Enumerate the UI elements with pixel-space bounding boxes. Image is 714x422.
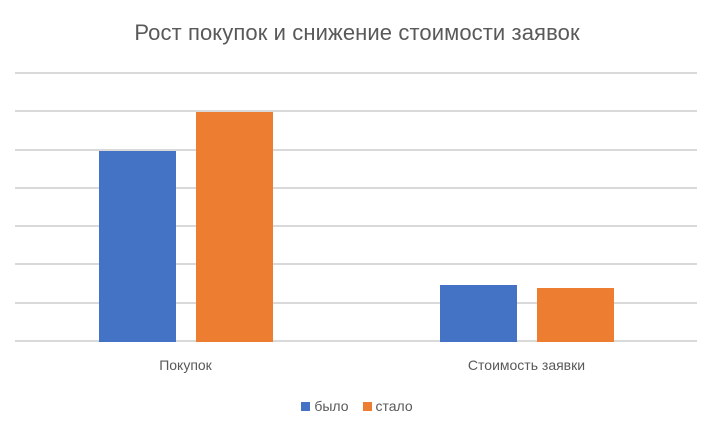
bar-purchases-after[interactable] [195, 112, 273, 342]
legend-swatch-before-icon [301, 401, 311, 411]
category-label-purchases: Покупок [159, 357, 212, 373]
gridline [15, 301, 697, 304]
legend-swatch-after-icon [362, 401, 372, 411]
gridline [15, 148, 697, 151]
gridline [15, 72, 697, 74]
bar-purchases-before[interactable] [98, 150, 176, 342]
chart-title: Рост покупок и снижение стоимости заявок [134, 20, 580, 45]
legend-label-before: было [314, 398, 349, 414]
bar-lead-cost-before[interactable] [439, 284, 517, 342]
plot-area [15, 72, 697, 342]
x-axis-baseline [15, 340, 697, 342]
gridline [15, 225, 697, 228]
gridline [15, 110, 697, 113]
gridline [15, 186, 697, 189]
legend-item-before[interactable]: было [301, 398, 349, 414]
bar-lead-cost-after[interactable] [536, 288, 614, 342]
legend-item-after[interactable]: стало [362, 398, 413, 414]
category-label-lead-cost: Стоимость заявки [467, 357, 586, 373]
gridline [15, 263, 697, 266]
legend-label-after: стало [375, 398, 413, 414]
legend: было стало [0, 398, 714, 414]
